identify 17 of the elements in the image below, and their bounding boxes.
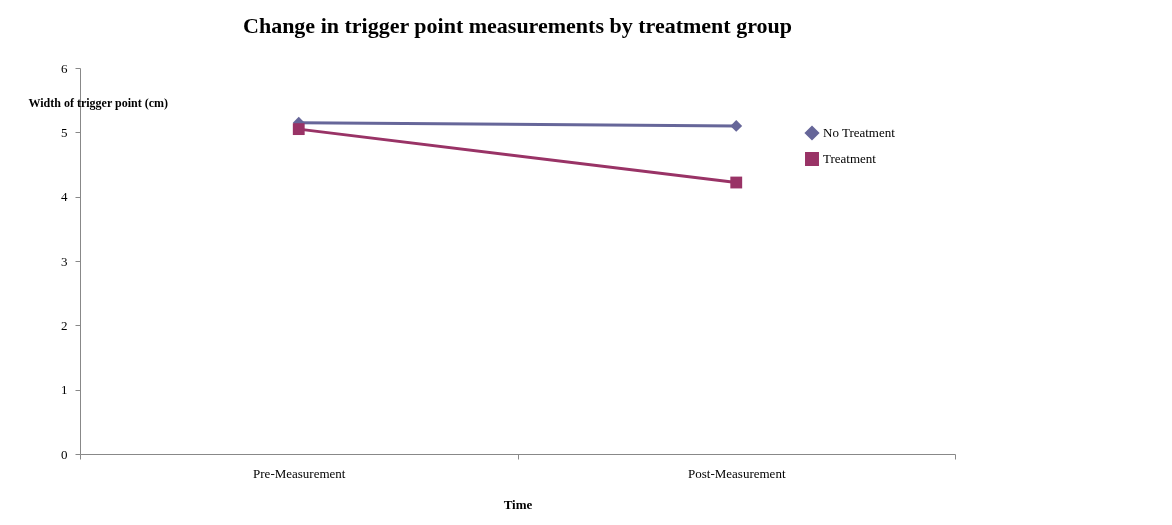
y-tick-label: 4 [61,189,68,205]
y-tick-label: 3 [61,253,68,269]
y-tick-label: 2 [61,317,68,333]
y-tick-label: 6 [61,60,68,76]
point [730,176,743,189]
legend-label: No Treatment [823,125,896,140]
y-axis-title: Width of trigger point (cm) [28,95,169,110]
point [292,123,305,136]
chart-title: Change in trigger point measurements by treatment group [243,13,792,38]
point [730,119,743,132]
x-tick-label: Post-Measurement [688,465,786,481]
y-tick-label: 1 [61,382,68,398]
x-tick-label: Pre-Measurement [253,465,346,481]
legend-label: Treatment [823,151,877,166]
y-tick-label: 5 [61,124,68,140]
y-tick-label: 0 [61,446,68,462]
x-axis-title: Time [503,496,533,512]
